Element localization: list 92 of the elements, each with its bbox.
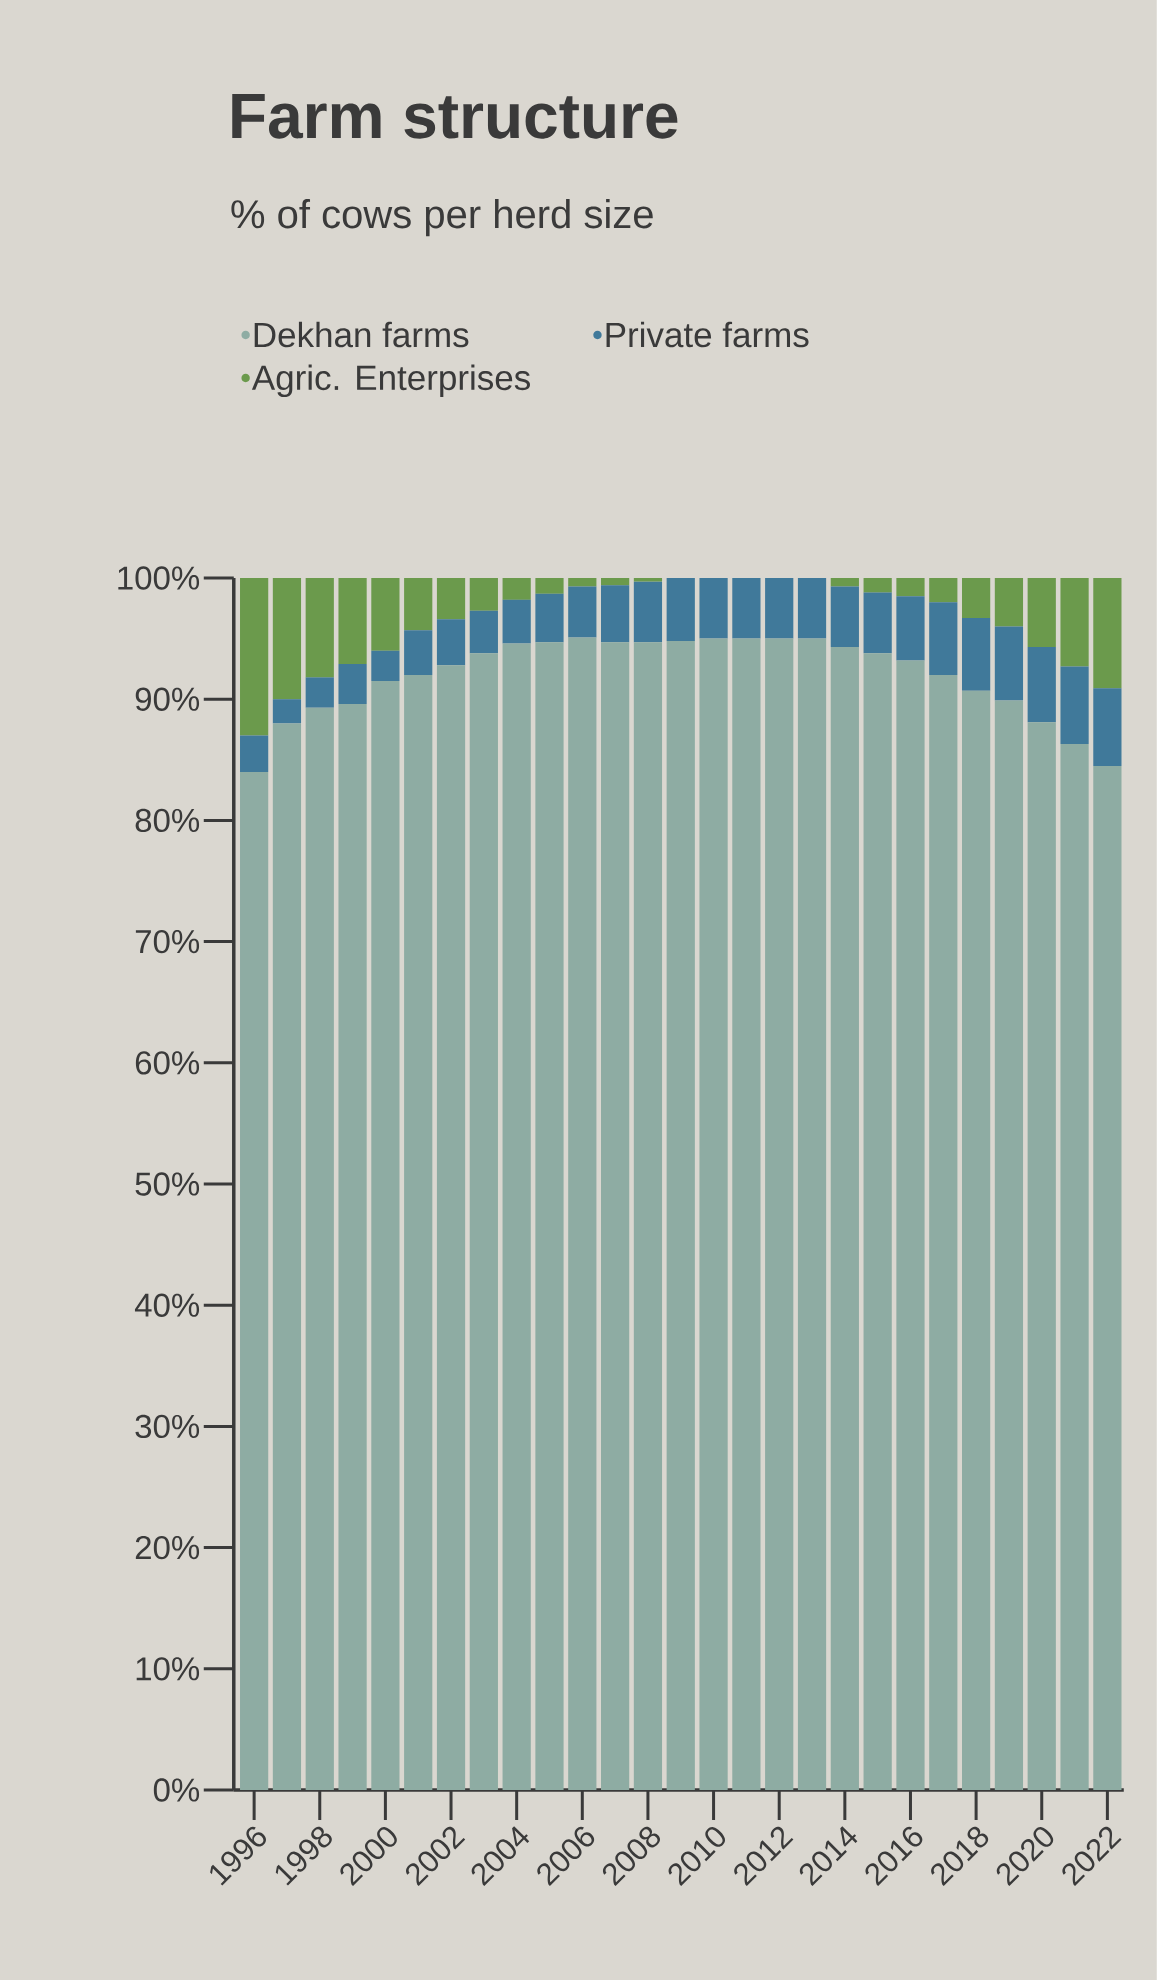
y-tick-label: 0% [153,1778,200,1802]
bar [502,599,531,644]
bar [404,674,433,1791]
bar [535,642,564,1791]
bar [338,664,367,705]
bar [1027,578,1056,648]
bar [568,637,597,1791]
bar [830,586,860,648]
bar [535,578,564,594]
bar [404,630,433,675]
bar [601,642,630,1791]
bar [666,578,695,642]
y-tick-label: 50% [135,1172,200,1196]
bar [469,653,499,1791]
bar [371,681,400,1791]
chart-subtitle: % of cows per herd size [231,199,653,237]
bar [1093,688,1122,766]
bar [863,653,892,1791]
bar [601,578,630,586]
bar [929,674,958,1791]
bar [994,626,1024,701]
y-tick-label: 10% [136,1657,200,1681]
bar [240,578,269,736]
bar [699,578,728,639]
bar [798,578,827,639]
bar [896,596,925,661]
bar [732,638,761,1791]
bar [535,593,564,643]
bar [666,641,695,1791]
bar [240,771,269,1791]
bar [404,578,433,631]
bar [765,638,794,1791]
y-tick-label: 20% [135,1535,200,1560]
bar [338,578,367,665]
bar [338,704,367,1791]
bar [994,700,1024,1791]
bar [863,578,892,593]
bar [896,578,925,597]
bar [863,592,892,654]
bar [633,642,663,1791]
y-tick-label: 70% [136,929,200,954]
bar [437,619,466,666]
bar [305,707,334,1791]
bar [437,665,466,1791]
bar [469,578,499,611]
bar [568,586,597,638]
legend-label: Agric. Enterprises [252,364,531,398]
bar [1027,722,1056,1791]
bar [765,578,794,639]
y-tick-label: 100% [118,566,200,590]
bar [1060,744,1089,1791]
bar [240,735,269,772]
bar [962,690,991,1791]
bar [437,578,466,620]
chart-title: Farm structure [232,93,678,139]
bar [1027,647,1056,723]
y-tick-label: 40% [135,1293,200,1317]
bar [272,699,302,724]
bar [502,578,531,600]
legend-label: Private farms [606,321,809,348]
y-tick-label: 90% [135,687,200,711]
y-tick-label: 30% [135,1414,200,1439]
bar [994,578,1024,627]
bar [469,610,499,654]
bar [896,660,925,1791]
bar [633,578,663,582]
bar [502,643,531,1791]
bar [962,578,991,619]
y-tick-label: 80% [135,808,200,833]
bar [272,723,302,1791]
bar [272,578,302,700]
bar [1060,578,1089,667]
bar [929,602,958,675]
bar [633,581,663,643]
bar [1093,765,1122,1791]
bar [371,650,400,682]
bar [1060,666,1089,745]
y-tick-label: 60% [135,1051,200,1075]
bar [962,618,991,691]
bar [699,638,728,1791]
bar [798,638,827,1791]
bar [929,578,958,603]
bar [305,578,334,678]
bar [830,578,860,587]
bar [305,677,334,708]
bar [371,578,400,651]
bar [601,585,630,643]
legend-label: Dekhan farms [254,321,469,348]
bar [732,578,761,639]
bar [1093,578,1122,689]
bar [830,647,860,1791]
bar [568,578,597,587]
